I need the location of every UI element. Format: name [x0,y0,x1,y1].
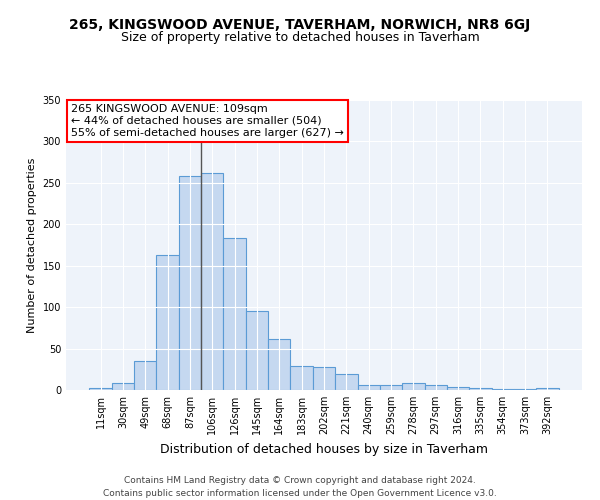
Text: Size of property relative to detached houses in Taverham: Size of property relative to detached ho… [121,31,479,44]
Bar [246,312,268,390]
Bar [201,173,223,390]
Bar [268,338,290,390]
Bar [469,388,491,390]
Bar [491,389,514,390]
Bar [290,366,313,390]
Bar [536,388,559,390]
Text: 265, KINGSWOOD AVENUE, TAVERHAM, NORWICH, NR8 6GJ: 265, KINGSWOOD AVENUE, TAVERHAM, NORWICH… [70,18,530,32]
Bar [89,388,112,390]
Text: 265 KINGSWOOD AVENUE: 109sqm
← 44% of detached houses are smaller (504)
55% of s: 265 KINGSWOOD AVENUE: 109sqm ← 44% of de… [71,104,344,138]
Bar [380,385,402,390]
Bar [112,382,134,390]
Bar [157,255,179,390]
Bar [335,374,358,390]
Bar [223,238,246,390]
Bar [358,385,380,390]
Bar [402,384,425,390]
Bar [134,361,157,390]
Bar [425,385,447,390]
Bar [179,176,201,390]
Y-axis label: Number of detached properties: Number of detached properties [27,158,37,332]
Bar [447,386,469,390]
X-axis label: Distribution of detached houses by size in Taverham: Distribution of detached houses by size … [160,442,488,456]
Bar [313,367,335,390]
Text: Contains HM Land Registry data © Crown copyright and database right 2024.
Contai: Contains HM Land Registry data © Crown c… [103,476,497,498]
Bar [514,389,536,390]
